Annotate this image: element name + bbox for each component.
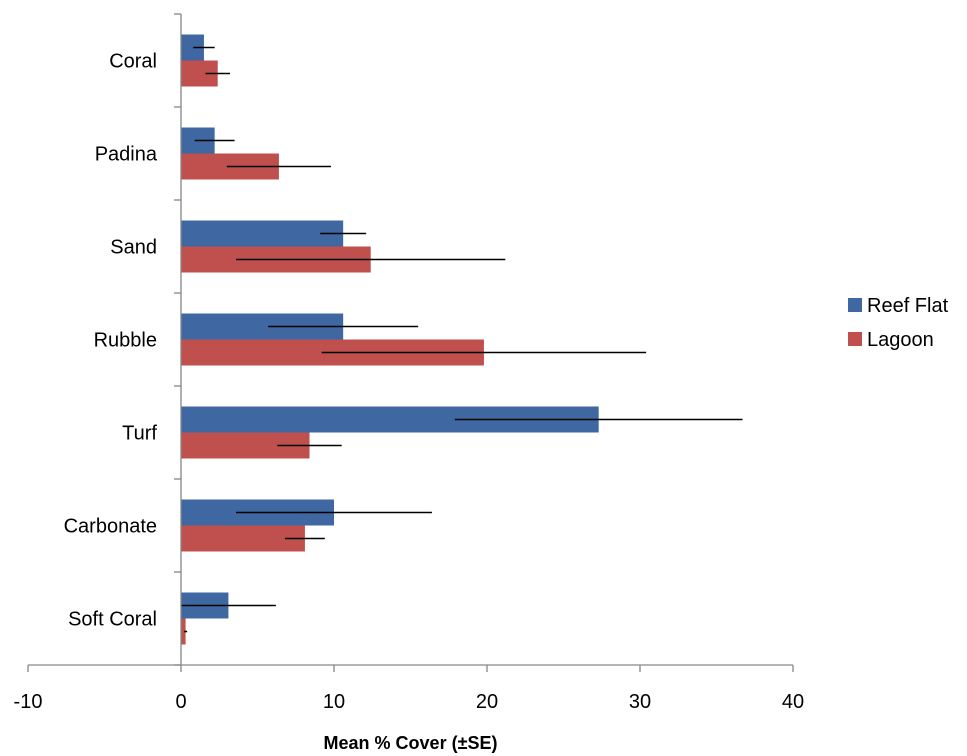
category-label: Soft Coral <box>68 609 157 631</box>
legend-label-lagoon: Lagoon <box>867 329 934 351</box>
bar-sand-reef-flat <box>181 220 344 247</box>
x-tick-label: 10 <box>323 691 345 713</box>
bar-carbonate-lagoon <box>181 525 305 552</box>
x-tick-label: 0 <box>175 691 186 713</box>
legend-label-reef-flat: Reef Flat <box>867 295 949 317</box>
legend: Reef Flat Lagoon <box>848 295 949 351</box>
error-bars-group <box>181 46 743 633</box>
axes-group <box>27 13 794 672</box>
bar-coral-reef-flat <box>181 34 204 61</box>
x-tick-label: 30 <box>629 691 651 713</box>
category-label: Turf <box>122 423 157 445</box>
category-label: Rubble <box>94 330 157 352</box>
category-label: Padina <box>95 144 158 166</box>
bars-group <box>181 34 599 645</box>
category-label: Carbonate <box>64 516 157 538</box>
category-label: Coral <box>109 51 157 73</box>
x-tick-labels-group: -10 0 10 20 30 40 <box>14 691 805 713</box>
x-tick-label: 40 <box>782 691 804 713</box>
legend-swatch-reef-flat <box>848 298 862 312</box>
category-label: Sand <box>110 237 157 259</box>
x-tick-label: 20 <box>476 691 498 713</box>
legend-swatch-lagoon <box>848 332 862 346</box>
bar-soft-coral-lagoon <box>181 618 186 645</box>
category-labels-group: Coral Padina Sand Rubble Turf Carbonate Soft C… <box>64 51 158 631</box>
x-axis-title: Mean % Cover (±SE) <box>324 733 498 753</box>
x-tick-label: -10 <box>14 691 43 713</box>
